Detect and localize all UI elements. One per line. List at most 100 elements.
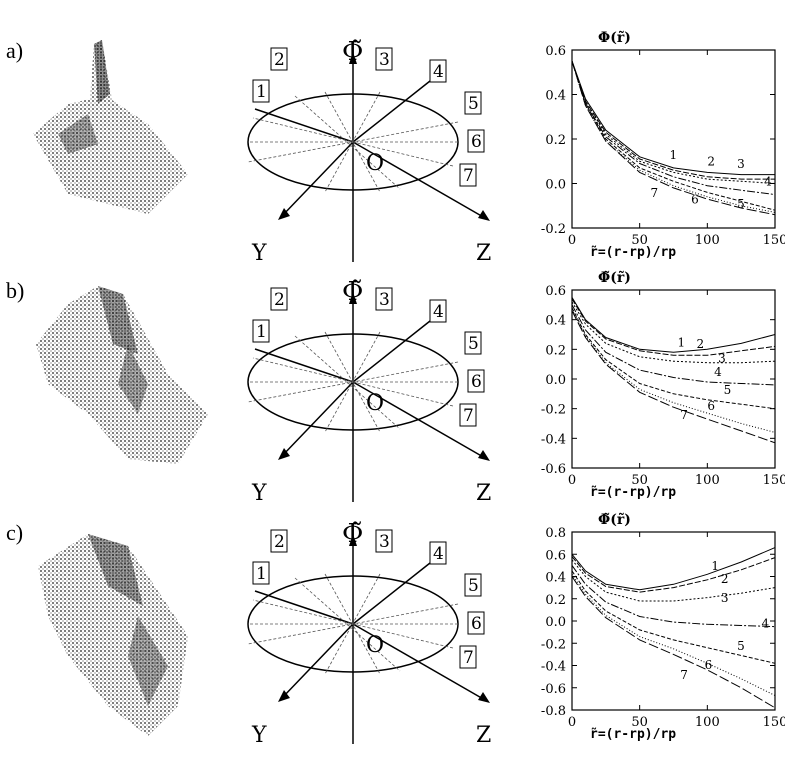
series-line-4 bbox=[571, 565, 776, 628]
surface-plot-image bbox=[36, 286, 208, 464]
ray-label: 2 bbox=[274, 290, 285, 310]
plot-frame bbox=[571, 289, 776, 469]
y-tick-label: -0.4 bbox=[541, 432, 566, 447]
curve-label: 4 bbox=[714, 365, 722, 379]
ray-label: 3 bbox=[379, 532, 390, 552]
series-line-5 bbox=[571, 570, 776, 664]
y-tick-label: -0.6 bbox=[541, 682, 566, 697]
z-arrow-icon bbox=[478, 450, 490, 461]
y-arrow-icon bbox=[278, 208, 290, 220]
y-tick-label: 0.8 bbox=[545, 526, 566, 541]
ray-label: 4 bbox=[433, 302, 444, 322]
series-line-4 bbox=[571, 304, 776, 386]
chart-xlabel: r̃=(r-rp)/rp bbox=[590, 727, 676, 742]
x-tick-label: 0 bbox=[568, 715, 576, 730]
axis-arrow-icon bbox=[349, 534, 357, 546]
row-b: b) Φ̃ O Y Z 1 2 bbox=[0, 264, 785, 514]
curve-label: 7 bbox=[680, 408, 688, 422]
ray-labels: 1 2 3 4 5 6 7 bbox=[252, 287, 485, 427]
curve-label: 5 bbox=[737, 639, 745, 653]
chart-svg: Φ̃(r̃) r̃=(r-rp)/rp -0.6 -0.4 -0.2 0.0 0.2 0.… bbox=[541, 269, 785, 500]
x-tick-label: 150 bbox=[763, 233, 785, 248]
y-tick-label: -0.4 bbox=[541, 660, 566, 675]
curve-label: 3 bbox=[737, 157, 745, 171]
line-chart: Φ(r̃) r̃=(r-rp)/rp -0.2 0.0 0.2 0.4 0.6 0 50 10… bbox=[520, 24, 785, 274]
series-line-7 bbox=[571, 60, 776, 216]
diagram-svg: Φ̃ O Y Z 1 2 3 4 5 6 bbox=[247, 277, 491, 506]
curve-label: 7 bbox=[650, 186, 658, 200]
z-axis-label: Z bbox=[476, 481, 491, 506]
y-tick-label: 0.2 bbox=[545, 593, 566, 608]
y-axis-label: Y bbox=[251, 241, 267, 266]
y-tick-label: 0.0 bbox=[545, 373, 566, 388]
x-tick-label: 100 bbox=[695, 233, 720, 248]
chart-svg: Φ(r̃) r̃=(r-rp)/rp -0.2 0.0 0.2 0.4 0.6 0 50 10… bbox=[541, 29, 785, 260]
y-arrow-icon bbox=[278, 448, 290, 460]
y-tick-label: 0.6 bbox=[545, 284, 566, 299]
curve-label: 5 bbox=[724, 383, 732, 397]
ray-labels: 1 2 3 4 5 6 7 bbox=[252, 47, 485, 187]
series-line-3 bbox=[571, 559, 776, 602]
x-tick-label: 50 bbox=[631, 233, 648, 248]
axis-arrow-icon bbox=[349, 292, 357, 304]
line-chart: Φ̃(r̃) r̃=(r-rp)/rp -0.6 -0.4 -0.2 0.0 0.2 0.… bbox=[520, 264, 785, 514]
curve-label: 5 bbox=[737, 197, 745, 211]
ray-label: 4 bbox=[433, 62, 444, 82]
curve-label: 2 bbox=[707, 155, 715, 169]
ray-label: 6 bbox=[471, 614, 482, 634]
y-tick-label: 0.4 bbox=[545, 571, 566, 586]
y-axis-label: Y bbox=[251, 723, 267, 748]
chart-svg: Φ̃(r̃) r̃=(r-rp)/rp -0.8 -0.6 -0.4 -0.2 0.0 0… bbox=[541, 511, 785, 742]
ray-label: 6 bbox=[471, 132, 482, 152]
x-tick-label: 0 bbox=[568, 473, 576, 488]
coordinate-diagram: Φ̃ O Y Z 1 2 3 4 5 6 bbox=[240, 24, 520, 274]
curve-label: 1 bbox=[711, 559, 719, 573]
y-tick-label: -0.2 bbox=[541, 222, 566, 237]
ray-label: 1 bbox=[256, 322, 267, 342]
curve-label: 1 bbox=[669, 148, 677, 162]
x-tick-label: 0 bbox=[568, 233, 576, 248]
ray-label: 7 bbox=[463, 648, 474, 668]
series-line-4 bbox=[571, 60, 776, 196]
chart-xlabel: r̃=(r-rp)/rp bbox=[590, 245, 676, 260]
y-tick-label: 0.0 bbox=[545, 178, 566, 193]
ray-label: 1 bbox=[256, 82, 267, 102]
y-tick-label: -0.6 bbox=[541, 462, 566, 477]
ray-label: 5 bbox=[468, 576, 479, 596]
surface-plot-image bbox=[38, 534, 188, 736]
curve-label: 3 bbox=[718, 352, 726, 366]
line-chart: Φ̃(r̃) r̃=(r-rp)/rp -0.8 -0.6 -0.4 -0.2 0.0 0… bbox=[520, 506, 785, 756]
x-tick-label: 50 bbox=[631, 473, 648, 488]
phi-axis-label: Φ̃ bbox=[342, 277, 363, 307]
ray-label: 6 bbox=[471, 372, 482, 392]
series-line-1 bbox=[571, 547, 776, 591]
series-line-1 bbox=[571, 297, 776, 353]
series-line-6 bbox=[571, 574, 776, 696]
coordinate-diagram: Φ̃ O Y Z 1 2 3 4 5 6 bbox=[240, 506, 520, 756]
ray-labels: 1 2 3 4 5 6 7 bbox=[252, 529, 485, 669]
chart-ylabel: Φ̃(r̃) bbox=[598, 511, 631, 528]
row-c: c) Φ̃ O Y Z 1 2 bbox=[0, 506, 785, 756]
panel-label: c) bbox=[6, 520, 24, 545]
chart-ylabel: Φ̃(r̃) bbox=[598, 269, 631, 286]
curve-label: 1 bbox=[678, 335, 686, 349]
ray-label: 1 bbox=[256, 564, 267, 584]
plot-frame bbox=[571, 531, 776, 711]
ray-label: 5 bbox=[468, 334, 479, 354]
y-tick-label: -0.2 bbox=[541, 403, 566, 418]
surface-plot-image bbox=[33, 40, 188, 214]
ray-label: 7 bbox=[463, 166, 474, 186]
diagram-svg: Φ̃ O Y Z 1 2 3 4 5 6 bbox=[247, 37, 491, 266]
y-tick-label: -0.2 bbox=[541, 637, 566, 652]
series-line-3 bbox=[571, 60, 776, 184]
x-tick-label: 100 bbox=[695, 715, 720, 730]
phi-axis-label: Φ̃ bbox=[342, 37, 363, 67]
curve-label: 6 bbox=[691, 193, 699, 207]
curve-label: 4 bbox=[761, 617, 769, 631]
curve-label: 6 bbox=[705, 658, 713, 672]
y-tick-label: 0.4 bbox=[545, 89, 566, 104]
origin-label: O bbox=[366, 151, 384, 176]
y-tick-label: 0.2 bbox=[545, 343, 566, 358]
curve-label: 2 bbox=[721, 572, 729, 586]
z-arrow-icon bbox=[478, 210, 490, 221]
